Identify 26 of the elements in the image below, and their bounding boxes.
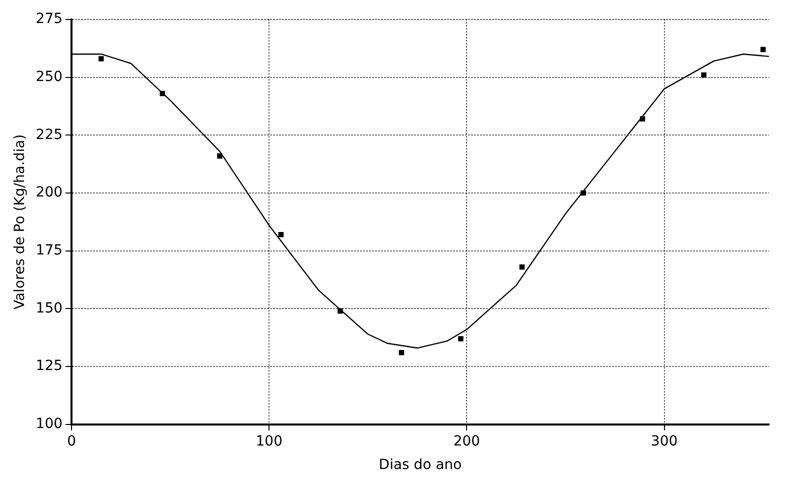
y-tick-label: 200 [36,184,63,201]
x-tick-label: 300 [650,433,678,450]
y-tick-label: 225 [36,126,63,143]
point [160,90,166,96]
point [458,336,464,342]
y-tick-label: 275 [36,11,63,28]
x-tick-label: 0 [67,433,76,450]
point [398,350,404,356]
point [338,308,343,314]
point [640,116,646,122]
y-tick-label: 150 [36,300,63,316]
y-tick-label: 100 [36,416,63,432]
point [519,264,525,270]
point [98,56,104,62]
point [580,190,586,196]
point [701,72,706,78]
y-tick-label: 175 [36,242,63,258]
x-axis-title: Dias do ano [378,457,462,474]
y-tick-label: 125 [36,358,63,374]
y-tick-label: 250 [36,68,63,85]
point [217,153,222,159]
y-axis-title: Valores de Po (Kg/ha.dia) [12,134,28,310]
point [278,232,284,238]
point [760,46,766,52]
x-tick-label: 100 [256,433,282,450]
x-tick-label: 200 [453,433,480,450]
